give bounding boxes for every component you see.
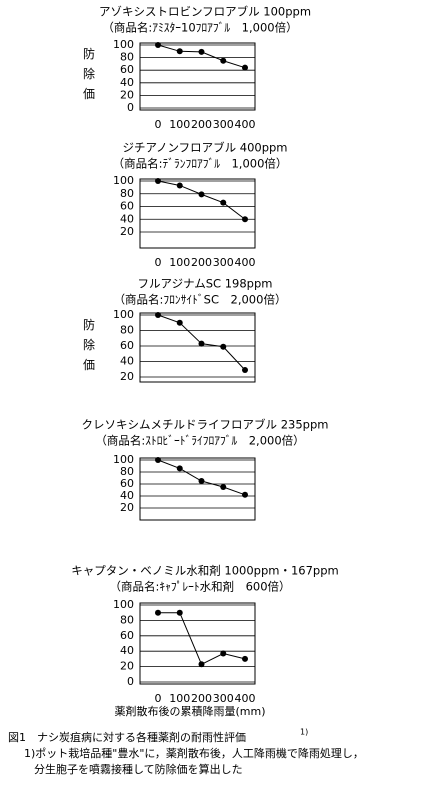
point [155, 42, 161, 48]
point [176, 182, 183, 189]
y-tick-label: 80 [120, 465, 134, 478]
point [176, 609, 183, 616]
y-tick-label: 40 [120, 489, 134, 502]
y-tick-label: 60 [120, 477, 134, 490]
point [176, 319, 183, 326]
y-tick-label: 60 [120, 629, 134, 642]
y-tick-label: 100 [113, 308, 134, 321]
x-tick-label: 100 [169, 118, 190, 131]
point [176, 465, 183, 472]
line [157, 44, 246, 69]
point [176, 48, 183, 55]
y-tick-label: 80 [120, 187, 134, 200]
y-tick-label: 60 [120, 200, 134, 213]
plot-frame [139, 602, 256, 685]
point [242, 216, 248, 223]
x-tick-label: 400 [235, 118, 256, 131]
y-tick-label: 100 [113, 174, 134, 187]
chart-subtitle: （商品名:ｷｬﾌﾟﾚｰﾄ水和剤 600倍） [109, 580, 290, 594]
x-tick-label: 0 [155, 692, 162, 705]
x-tick-label: 300 [213, 118, 234, 131]
chart-title: ジチアノンフロアブル 400ppm [122, 141, 287, 155]
y-axis-label: 防除価 [82, 317, 96, 378]
x-tick-label: 400 [235, 256, 256, 269]
point [155, 312, 161, 318]
y-tick-label: 40 [120, 212, 134, 225]
caption-note: 1)ポット栽培品種"豊水"に，薬剤散布後，人工降雨機で降雨処理し， [24, 746, 364, 760]
chart-subtitle: （商品名:ｱﾐｽﾀｰ10ﾌﾛｱﾌﾞﾙ 1,000倍） [102, 21, 297, 35]
point [155, 457, 161, 463]
y-tick-label: 80 [120, 324, 134, 337]
point [220, 199, 227, 206]
y-tick-label: 60 [120, 63, 134, 76]
point [242, 491, 248, 498]
point [155, 178, 161, 184]
point [242, 655, 248, 662]
y-tick-label: 40 [120, 644, 134, 657]
y-tick-label: 20 [120, 88, 134, 101]
chart-title: アゾキシストロビンフロアブル 100ppm [99, 5, 311, 19]
x-tick-label: 400 [235, 692, 256, 705]
point [242, 64, 248, 71]
x-tick-label: 200 [191, 118, 212, 131]
chart-subtitle: （商品名:ﾃﾞﾗﾝﾌﾛｱﾌﾞﾙ 1,000倍） [113, 157, 288, 171]
y-axis-label: 防除価 [82, 46, 96, 107]
point [220, 57, 227, 64]
y-tick-label: 0 [127, 101, 134, 114]
x-tick-label: 100 [169, 692, 190, 705]
y-tick-label: 100 [113, 453, 134, 466]
point [198, 478, 205, 484]
line [157, 180, 246, 220]
x-tick-label: 200 [191, 692, 212, 705]
y-tick-label: 80 [120, 51, 134, 64]
y-tick-label: 0 [127, 675, 134, 688]
point [155, 609, 161, 616]
chart-title: フルアジナムSC 198ppm [138, 277, 273, 291]
plot-frame [139, 178, 256, 249]
chart-subtitle: （商品名:ｽﾄﾛﾋﾞｰﾄﾞﾗｲﾌﾛｱﾌﾞﾙ 2,000倍） [95, 434, 304, 448]
y-tick-label: 20 [120, 501, 134, 514]
plot-frame [139, 457, 256, 521]
chart-title: クレソキシムメチルドライフロアブル 235ppm [82, 418, 329, 432]
x-tick-label: 200 [191, 256, 212, 269]
point [198, 340, 205, 347]
y-tick-label: 60 [120, 339, 134, 352]
y-tick-label: 20 [120, 225, 134, 238]
plot-frame [139, 42, 256, 111]
y-tick-label: 20 [120, 660, 134, 673]
point [220, 650, 227, 657]
x-tick-label: 300 [213, 256, 234, 269]
x-tick-label: 100 [169, 256, 190, 269]
x-tick-label: 0 [155, 118, 162, 131]
x-axis-label: 薬剤散布後の累積降雨量(mm) [114, 704, 265, 718]
x-tick-label: 300 [213, 692, 234, 705]
y-tick-label: 40 [120, 355, 134, 368]
point [220, 343, 227, 350]
point [242, 367, 248, 374]
y-tick-label: 100 [113, 598, 134, 611]
point [198, 661, 205, 668]
point [198, 48, 205, 55]
y-tick-label: 80 [120, 613, 134, 626]
line [157, 459, 246, 496]
point [198, 191, 205, 198]
caption-title: 図1 ナシ炭疽病に対する各種薬剤の耐雨性評価 [8, 730, 246, 744]
caption-sup: 1) [300, 728, 308, 737]
x-tick-label: 0 [155, 256, 162, 269]
plot-frame [139, 312, 256, 383]
y-tick-label: 20 [120, 370, 134, 383]
point [220, 484, 227, 490]
chart-subtitle: （商品名:ﾌﾛﾝｻｲﾄﾞSC 2,000倍） [114, 293, 287, 307]
caption-note: 分生胞子を噴霧接種して防除価を算出した [34, 762, 243, 776]
y-tick-label: 40 [120, 76, 134, 89]
y-tick-label: 100 [113, 38, 134, 51]
chart-title: キャプタン・ベノミル水和剤 1000ppm・167ppm [71, 564, 338, 578]
